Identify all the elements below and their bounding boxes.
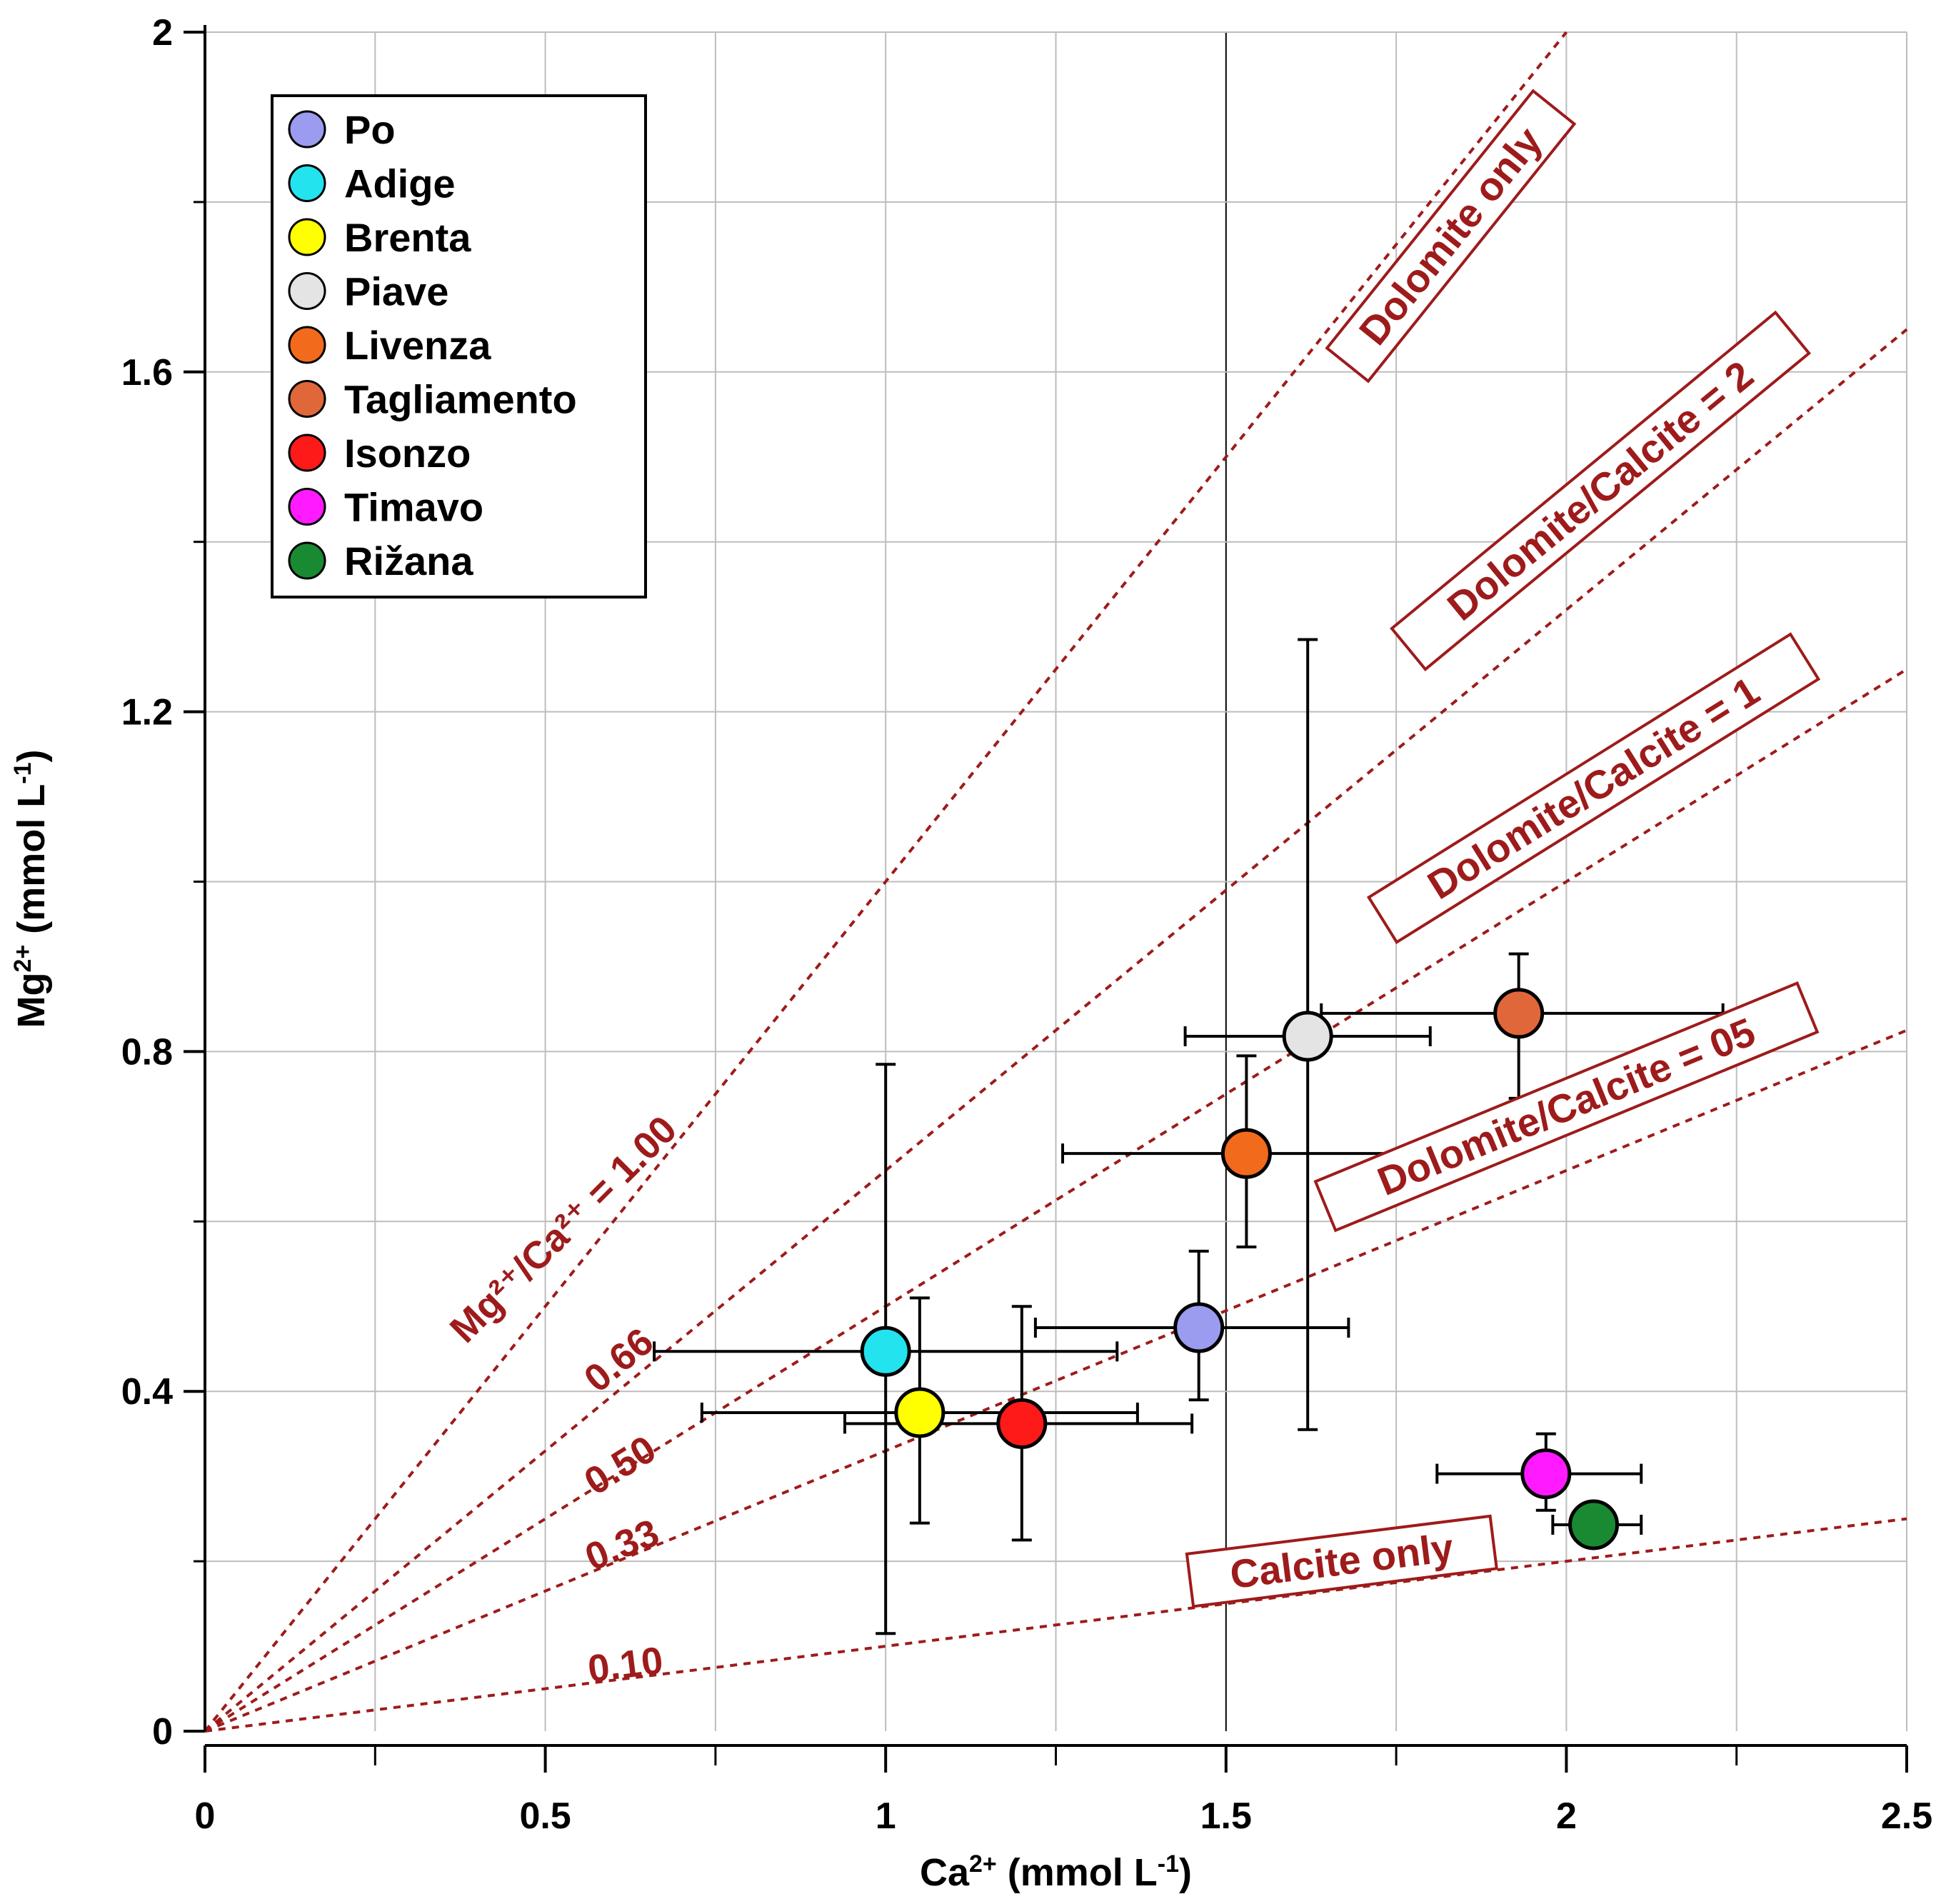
ratio-label-main: Mg²⁺/Ca²⁺ = 1.00 <box>442 1108 686 1351</box>
legend-frame <box>271 94 647 598</box>
legend-label-piave: Piave <box>344 269 448 314</box>
axes: 0 0.4 0.8 1.2 1.6 2 0 0.5 1 1.5 2 2.5 Ca2+ (mmol L-1… <box>9 12 1932 1894</box>
point-isonzo <box>996 1398 1048 1449</box>
x-axis-title: Ca2+ (mmol L-1) <box>920 1850 1192 1894</box>
y-tick-label: 0 <box>152 1711 173 1753</box>
ratio-line <box>204 1028 1907 1733</box>
x-tick-label: 2.5 <box>1881 1795 1932 1837</box>
ref-label-box: Dolomite only <box>1325 89 1577 384</box>
legend-label-brenta: Brenta <box>344 215 471 260</box>
legend-label-livenza: Livenza <box>344 323 491 368</box>
ratio-line <box>204 1517 1907 1733</box>
legend-label-po: Po <box>344 107 396 152</box>
legend-marker-isonzo <box>288 434 326 472</box>
x-tick-label: 1.5 <box>1200 1795 1252 1837</box>
grid <box>205 31 1907 1731</box>
legend-marker-timavo <box>288 488 326 526</box>
legend-label-adige: Adige <box>344 161 456 206</box>
y-tick-label: 0.4 <box>121 1371 173 1413</box>
point-timavo <box>1520 1448 1572 1500</box>
legend-label-tagliamento: Tagliamento <box>344 377 577 422</box>
data-points <box>860 988 1620 1550</box>
ref-label-frame <box>1325 89 1577 384</box>
legend-marker-brenta <box>288 218 326 256</box>
ratio-label: 0.10 <box>586 1639 666 1691</box>
ratio-line <box>204 668 1908 1733</box>
ref-label-frame <box>1185 1514 1499 1608</box>
ref-label-text: Dolomite/Calcite = 2 <box>1439 352 1762 629</box>
ratio-line <box>204 31 1568 1733</box>
ratio-line <box>204 328 1908 1733</box>
legend: Po Adige Brenta Piave Livenza Tagliamento Ison… <box>271 94 647 598</box>
legend-marker-adige <box>288 164 326 202</box>
point-tagliamento <box>1493 988 1545 1039</box>
point-piave <box>1282 1011 1333 1062</box>
ref-label-box: Calcite only <box>1185 1514 1499 1608</box>
legend-marker-livenza <box>288 326 326 364</box>
ratio-label: 0.33 <box>579 1511 665 1580</box>
point-rizana <box>1568 1499 1620 1550</box>
reference-lines <box>204 31 1908 1733</box>
legend-label-isonzo: Isonzo <box>344 431 471 476</box>
point-adige <box>860 1326 911 1377</box>
ref-label-box: Dolomite/Calcite = 1 <box>1366 632 1821 945</box>
y-tick-label: 2 <box>152 12 173 54</box>
x-tick-label: 1 <box>876 1795 896 1837</box>
point-livenza <box>1220 1128 1272 1179</box>
y-tick-label: 1.6 <box>121 352 173 394</box>
point-brenta <box>894 1387 946 1438</box>
legend-label-timavo: Timavo <box>344 485 483 530</box>
ref-label-frame <box>1366 632 1821 945</box>
legend-label-rizana: Rižana <box>344 538 473 583</box>
ref-label-box: Dolomite/Calcite = 2 <box>1390 310 1812 671</box>
y-tick-label: 1.2 <box>121 692 173 733</box>
ref-label-frame <box>1390 310 1812 671</box>
ref-label-frame <box>1313 981 1820 1233</box>
line-labels: Mg²⁺/Ca²⁺ = 1.000.660.500.330.10Dolomite… <box>442 89 1821 1691</box>
x-tick-label: 0.5 <box>519 1795 571 1837</box>
legend-marker-piave <box>288 272 326 310</box>
x-tick-label: 0 <box>195 1795 216 1837</box>
legend-marker-po <box>288 110 326 149</box>
legend-marker-tagliamento <box>288 380 326 418</box>
x-tick-label: 2 <box>1556 1795 1577 1837</box>
legend-marker-rizana <box>288 541 326 580</box>
ref-label-text: Dolomite only <box>1350 119 1551 353</box>
point-po <box>1173 1302 1225 1353</box>
ratio-label: 0.66 <box>576 1320 661 1401</box>
y-axis-title: Mg2+ (mmol L-1) <box>9 750 53 1028</box>
y-tick-label: 0.8 <box>121 1031 173 1073</box>
